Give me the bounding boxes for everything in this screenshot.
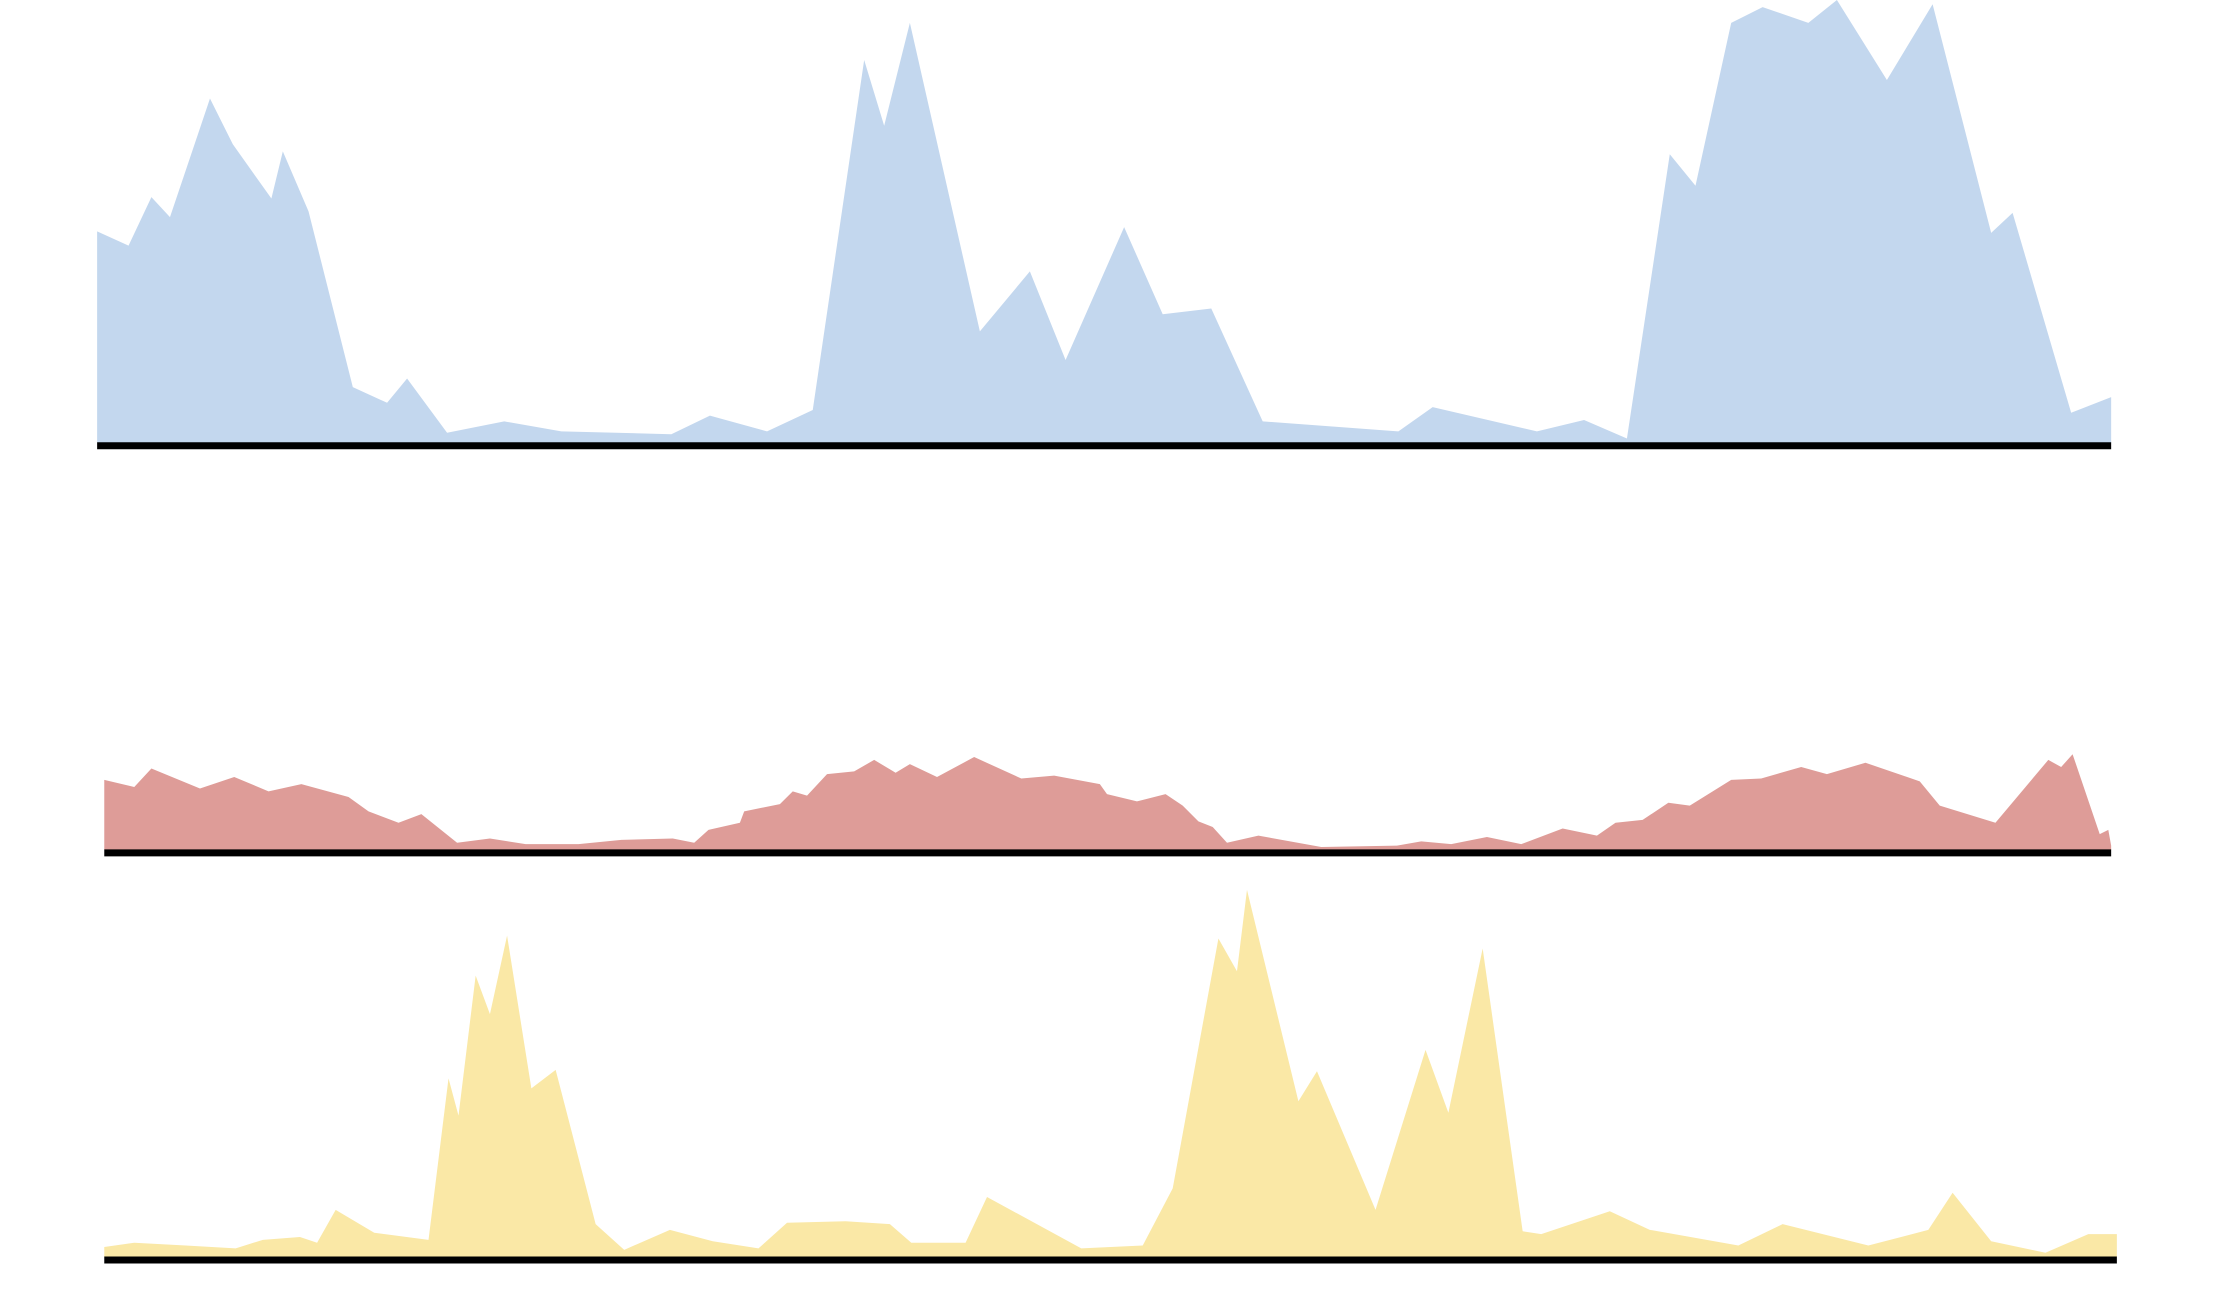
area: [104, 754, 2112, 850]
area: [104, 889, 2117, 1257]
area: [97, 0, 2112, 443]
